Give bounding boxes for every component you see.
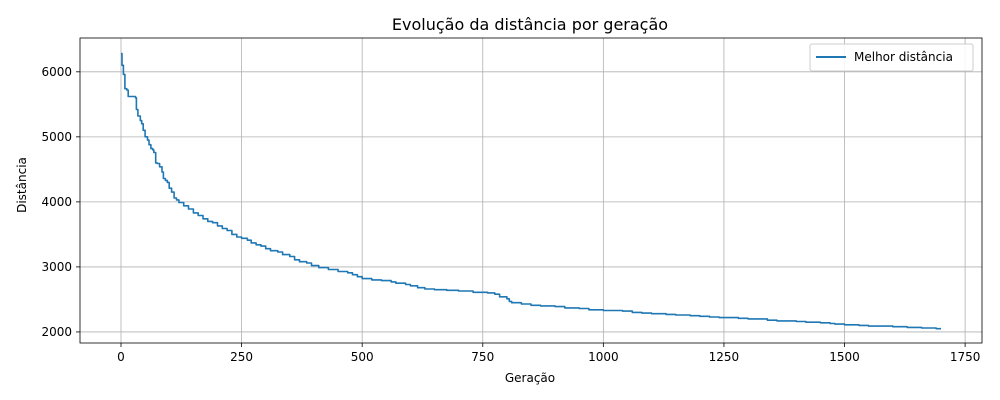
plot-series — [121, 52, 941, 330]
grid — [80, 38, 982, 343]
plot-frame — [79, 37, 983, 344]
y-axis: 2000 3000 4000 5000 6000 — [41, 65, 80, 339]
y-axis-label: Distância — [15, 157, 29, 213]
x-tick-label: 1250 — [709, 350, 740, 364]
y-tick-label: 4000 — [41, 195, 72, 209]
y-tick-label: 2000 — [41, 325, 72, 339]
x-axis-label: Geração — [505, 371, 555, 385]
x-tick-label: 1500 — [829, 350, 860, 364]
legend-label: Melhor distância — [854, 50, 953, 64]
x-tick-label: 0 — [117, 350, 125, 364]
series-line — [121, 52, 941, 330]
legend: Melhor distância — [809, 43, 974, 72]
legend-box — [809, 43, 974, 72]
x-axis: 0 250 500 750 1000 1250 1500 1750 — [117, 343, 980, 364]
x-tick-label: 1750 — [950, 350, 981, 364]
x-tick-label: 1000 — [588, 350, 619, 364]
chart-title: Evolução da distância por geração — [392, 15, 668, 34]
x-tick-label: 500 — [351, 350, 374, 364]
y-tick-label: 3000 — [41, 260, 72, 274]
x-tick-label: 250 — [230, 350, 253, 364]
x-tick-label: 750 — [471, 350, 494, 364]
y-tick-label: 6000 — [41, 65, 72, 79]
y-tick-label: 5000 — [41, 130, 72, 144]
